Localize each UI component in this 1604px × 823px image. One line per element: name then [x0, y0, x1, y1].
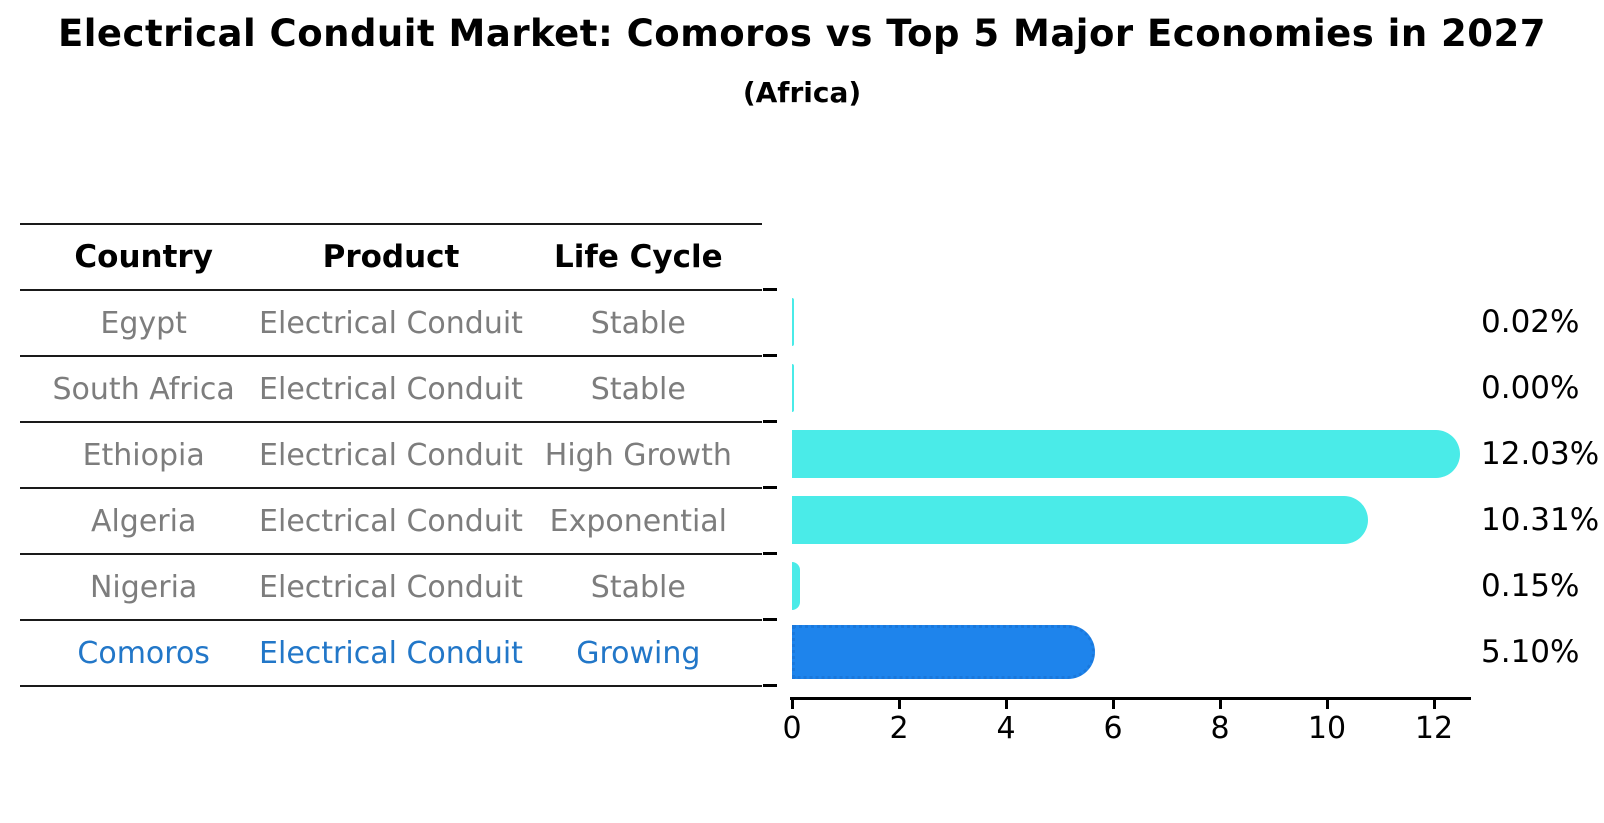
x-axis-line — [790, 697, 1471, 700]
y-axis-tick — [763, 354, 777, 357]
table-cell-product: Electrical Conduit — [259, 569, 523, 605]
table-cell-country: Ethiopia — [82, 437, 205, 473]
table-cell-country: Algeria — [90, 503, 197, 539]
table-cell-product: Electrical Conduit — [259, 635, 523, 671]
table-header-product: Product — [322, 239, 460, 275]
table-cell-product: Electrical Conduit — [259, 305, 523, 341]
x-axis-tick-label: 2 — [889, 711, 909, 746]
x-axis-tick-label: 4 — [996, 711, 1016, 746]
table-cell-lifecycle: Stable — [590, 371, 686, 407]
table-header-row: Country Product Life Cycle — [20, 223, 762, 289]
table-cell-product: Electrical Conduit — [259, 371, 523, 407]
y-axis-tick — [763, 486, 777, 489]
bar-nigeria — [792, 562, 801, 610]
x-axis-tick-label: 12 — [1414, 711, 1454, 746]
y-axis-tick — [763, 618, 777, 621]
bar-value-label: 0.00% — [1481, 370, 1580, 406]
table-cell-lifecycle: Exponential — [549, 503, 728, 539]
table-cell-country: Nigeria — [89, 569, 198, 605]
table-header-country: Country — [74, 239, 213, 275]
y-axis-tick — [763, 552, 777, 555]
bar-south-africa — [792, 364, 794, 412]
x-axis-tick — [1326, 700, 1329, 709]
x-axis-tick-label: 0 — [782, 711, 802, 746]
table-cell-lifecycle: Growing — [576, 635, 701, 671]
y-axis-tick — [763, 684, 777, 687]
table-header-lifecycle: Life Cycle — [553, 239, 723, 275]
x-axis-tick — [1219, 700, 1222, 709]
table-cell-product: Electrical Conduit — [259, 437, 523, 473]
table-body: Egypt Electrical Conduit Stable South Af… — [20, 289, 762, 685]
country-table: Country Product Life Cycle Egypt Electri… — [20, 223, 762, 687]
table-row: Algeria Electrical Conduit Exponential — [20, 487, 762, 553]
x-axis-tick — [1433, 700, 1436, 709]
y-axis-tick — [763, 420, 777, 423]
bar-comoros — [792, 625, 1095, 679]
table-cell-lifecycle: Stable — [590, 305, 686, 341]
bar-algeria — [792, 496, 1368, 544]
table-cell-lifecycle: Stable — [590, 569, 686, 605]
y-axis-tick — [763, 288, 777, 291]
x-axis-tick-label: 8 — [1210, 711, 1230, 746]
table-cell-country: South Africa — [52, 371, 235, 407]
bar-ethiopia — [792, 430, 1460, 478]
bar-egypt — [792, 298, 794, 346]
x-axis-tick — [791, 700, 794, 709]
bar-value-label: 0.15% — [1481, 568, 1580, 604]
bar-value-label: 0.02% — [1481, 304, 1580, 340]
x-axis-tick — [1005, 700, 1008, 709]
x-axis-tick — [898, 700, 901, 709]
table-cell-product: Electrical Conduit — [259, 503, 523, 539]
bar-value-label: 12.03% — [1481, 436, 1600, 472]
x-axis-tick-label: 6 — [1103, 711, 1123, 746]
bar-value-label: 10.31% — [1481, 502, 1600, 538]
table-row: South Africa Electrical Conduit Stable — [20, 355, 762, 421]
table-row: Comoros Electrical Conduit Growing — [20, 619, 762, 685]
table-row: Nigeria Electrical Conduit Stable — [20, 553, 762, 619]
x-axis-tick — [1112, 700, 1115, 709]
bar-value-label: 5.10% — [1481, 634, 1580, 670]
table-row: Egypt Electrical Conduit Stable — [20, 289, 762, 355]
table-row: Ethiopia Electrical Conduit High Growth — [20, 421, 762, 487]
table-cell-lifecycle: High Growth — [544, 437, 732, 473]
table-cell-country: Comoros — [77, 635, 210, 671]
x-axis-tick-label: 10 — [1307, 711, 1347, 746]
chart-subtitle: (Africa) — [742, 76, 862, 109]
chart-title: Electrical Conduit Market: Comoros vs To… — [57, 12, 1547, 55]
table-cell-country: Egypt — [100, 305, 187, 341]
